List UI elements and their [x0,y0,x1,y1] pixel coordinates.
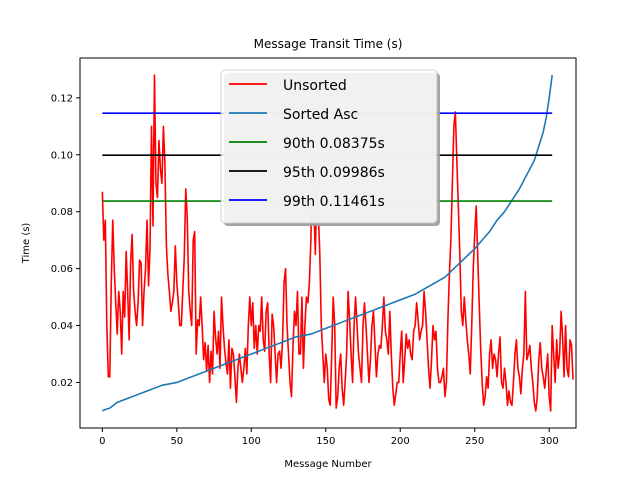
x-tick-label: 150 [316,436,335,447]
series-line-sorted-asc [101,74,553,412]
y-tick-label: 0.04 [51,321,73,332]
y-axis-label: Time (s) [21,223,32,265]
y-tick-label: 0.08 [51,207,73,218]
plot-frame [79,57,577,429]
x-axis: 0 50 100 150 200 250 300 [99,428,559,447]
legend-box [220,69,438,224]
legend-label: 99th 0.11461s [283,194,385,210]
y-tick-label: 0.12 [51,93,73,104]
legend-label: 90th 0.08375s [283,136,385,152]
x-tick-label: 250 [465,436,484,447]
x-axis-label: Message Number [284,459,372,470]
chart-title: Message Transit Time (s) [254,37,403,51]
x-tick-label: 300 [540,436,559,447]
legend-label: Sorted Asc [283,107,358,123]
y-tick-label: 0.06 [51,264,73,275]
y-axis: 0.02 0.04 0.06 0.08 0.10 0.12 [51,93,80,389]
legend-label: 95th 0.09986s [283,165,385,181]
x-tick-label: 50 [170,436,183,447]
legend-label: Unsorted [283,78,347,94]
x-tick-label: 100 [242,436,261,447]
x-tick-label: 200 [391,436,410,447]
y-tick-label: 0.10 [51,150,73,161]
legend: Unsorted Sorted Asc 90th 0.08375s 95th 0.09… [220,69,440,226]
series-line-unsorted [101,74,574,412]
x-tick-label: 0 [99,436,105,447]
y-tick-label: 0.02 [51,378,73,389]
